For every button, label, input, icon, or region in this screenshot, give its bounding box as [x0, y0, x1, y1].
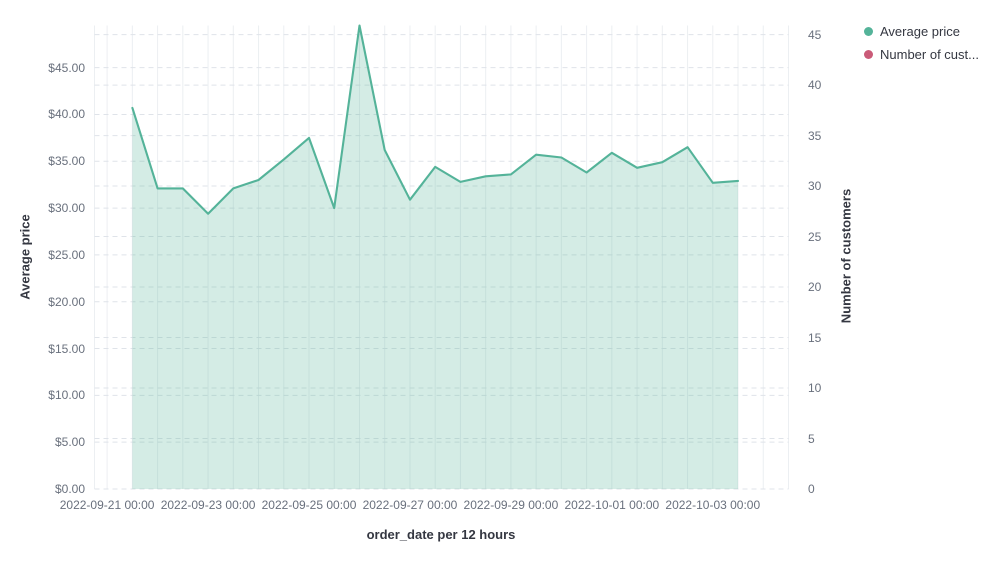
- average-price-area: [132, 25, 738, 489]
- y-axis-title-right: Number of customers: [838, 188, 854, 324]
- y-axis-tick-right: 10: [808, 381, 822, 396]
- legend-dot-icon: [864, 27, 873, 36]
- y-axis-tick-left: $0.00: [54, 482, 85, 496]
- vertical-gridlines: [94, 25, 789, 489]
- horizontal-gridlines: [94, 34, 789, 490]
- y-axis-tick-left: $15.00: [48, 341, 85, 356]
- x-axis-tick: 2022-10-03 00:00: [665, 498, 761, 512]
- y-axis-tick-right: 20: [808, 280, 822, 295]
- y-axis-tick-right: 30: [808, 179, 822, 194]
- average-price-line: [131, 24, 740, 215]
- legend-label: Number of cust...: [880, 47, 979, 62]
- y-axis-tick-right: 5: [808, 431, 815, 446]
- legend-dot-icon: [864, 50, 873, 59]
- x-axis-tick: 2022-09-23 00:00: [160, 498, 256, 512]
- x-axis-tick: 2022-09-29 00:00: [463, 498, 559, 512]
- y-axis-tick-right: 25: [808, 229, 822, 244]
- legend-label: Average price: [880, 24, 960, 39]
- x-axis-tick: 2022-09-25 00:00: [261, 498, 357, 512]
- y-axis-tick-left: $25.00: [48, 247, 85, 262]
- y-axis-tick-right: 40: [808, 78, 822, 93]
- x-axis-tick: 2022-10-01 00:00: [564, 498, 660, 512]
- y-axis-tick-left: $45.00: [48, 60, 85, 75]
- x-axis-title: order_date per 12 hours: [366, 527, 516, 542]
- legend: Average price Number of cust...: [864, 24, 979, 62]
- y-axis-title-left: Average price: [17, 214, 33, 300]
- y-axis-tick-left: $40.00: [48, 107, 85, 122]
- y-axis-tick-right: 0: [808, 482, 815, 496]
- y-axis-tick-right: 15: [808, 330, 822, 345]
- y-axis-tick-left: $10.00: [48, 388, 85, 403]
- y-axis-tick-left: $30.00: [48, 201, 85, 216]
- x-axis-tick: 2022-09-27 00:00: [362, 498, 458, 512]
- y-axis-tick-left: $20.00: [48, 294, 85, 309]
- y-axis-tick-right: 45: [808, 27, 822, 42]
- x-axis-tick: 2022-09-21 00:00: [59, 498, 155, 512]
- y-axis-tick-right: 35: [808, 128, 822, 143]
- legend-item[interactable]: Number of cust...: [864, 47, 979, 62]
- legend-item[interactable]: Average price: [864, 24, 979, 39]
- y-axis-tick-left: $5.00: [54, 435, 85, 450]
- y-axis-tick-left: $35.00: [48, 154, 85, 169]
